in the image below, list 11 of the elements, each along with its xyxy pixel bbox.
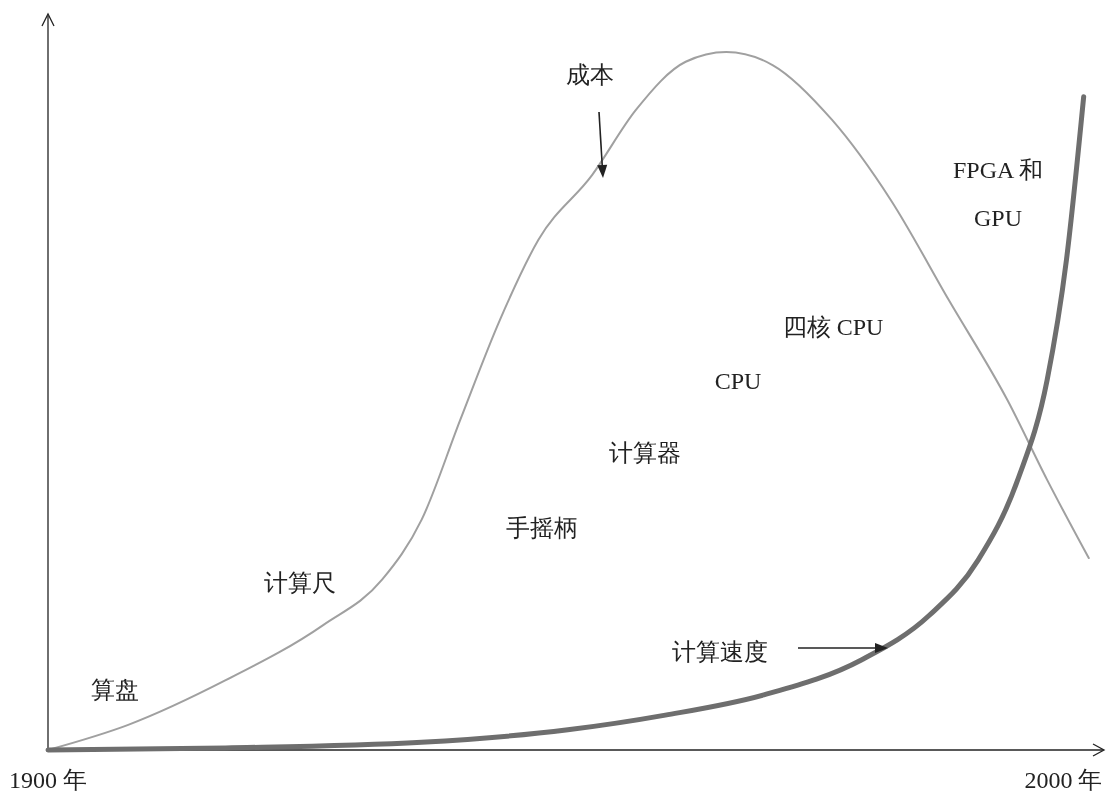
annotation: 四核 CPU: [782, 314, 884, 340]
x-tick-label: 2000 年: [1024, 767, 1103, 793]
annotation: 计算尺: [264, 570, 336, 596]
annotation: CPU: [714, 368, 762, 394]
annotation: 手摇柄: [506, 515, 578, 541]
annotation: 计算速度: [672, 639, 768, 665]
x-tick-label: 1900 年: [9, 767, 87, 793]
annotation: 算盘: [91, 677, 139, 703]
annotation: FPGA 和 GPU: [952, 157, 1044, 231]
annotation: 计算器: [609, 440, 681, 466]
annotation: 成本: [566, 62, 614, 88]
